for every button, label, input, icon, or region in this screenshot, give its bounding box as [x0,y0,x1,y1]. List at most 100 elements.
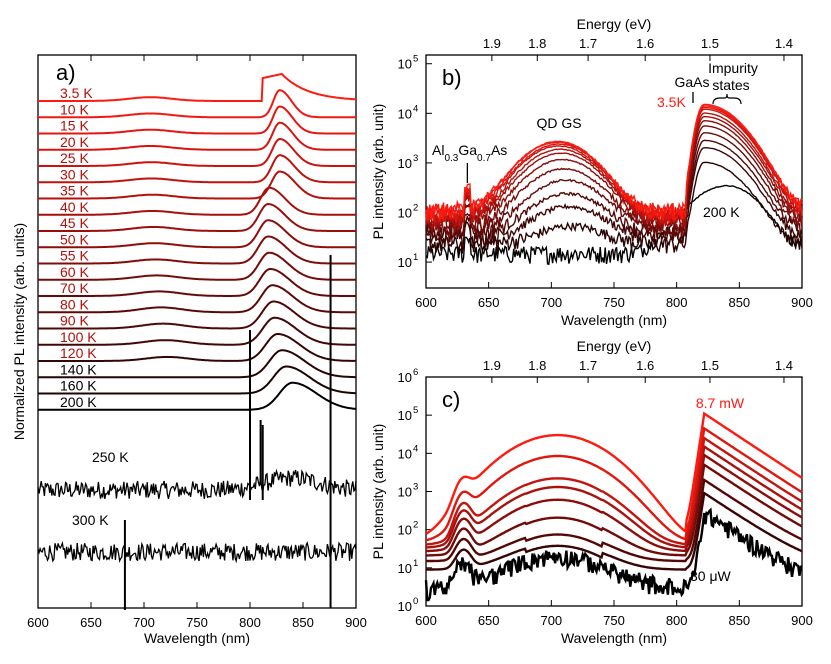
panel-a-noisy-curve [37,468,357,500]
panel-c-curve [425,444,803,549]
panel-b-ytick-label: 10 [398,255,412,270]
algaas-part: Al [432,142,444,158]
algaas-part: 0.3 [444,153,458,164]
panel-a-curve-20K [38,121,356,151]
panel-c-curve [426,462,803,557]
panel-a-curve-35K [38,170,356,200]
panel-a-xtick-label: 900 [345,615,367,630]
panel-c-curve [425,426,803,542]
panel-c-ytick-label: 10 [398,561,412,576]
panel-a-temp-label: 35 K [60,183,89,199]
panel-c-power-high: 8.7 mW [696,395,745,411]
panel-a-xtick-label: 650 [80,615,102,630]
panel-b-ytick-label: 10 [398,106,412,121]
panel-c-ytick-label: 10 [398,408,412,423]
panel-c-ytick-exp: 6 [413,367,418,378]
panel-a-noisy-curve [37,540,357,564]
panel-b-xtick-label: 700 [540,295,562,310]
algaas-part: Ga [458,142,477,158]
panel-a-xtick-label: 700 [133,615,155,630]
panel-b-impurity-label: states [712,77,749,93]
panel-b-ytick-exp: 4 [413,103,418,114]
panel-a-temp-label: 200 K [60,394,97,410]
panel-b-curve [425,116,803,230]
panel-c-top-tick-label: 1.4 [775,358,793,373]
panel-b-algaas-label: Al0.3Ga0.7As [432,142,507,164]
panel-c-top-tick-label: 1.9 [483,358,501,373]
panel-b-impurity-label: Impurity [708,60,758,76]
panel-a-xtick-label: 800 [239,615,261,630]
panel-b-curve [425,119,803,233]
panel-a-curve-15K [38,105,356,135]
panel-c-top-xlabel: Energy (eV) [577,338,652,354]
panel-c-curve [425,436,803,546]
panel-b-ytick-label: 10 [398,205,412,220]
panel-b-gaas-label: GaAs [674,74,709,90]
panel-a-curve-80K [38,284,356,314]
panel-a-curve-100K [38,316,356,346]
panel-c-curve [426,477,803,563]
panel-a-curve-140K [38,349,356,379]
panel-b-curve [425,132,803,240]
panel-c-top-tick-label: 1.5 [701,358,719,373]
panel-b-xtick-label: 750 [603,295,625,310]
panel-b-top-tick-label: 1.5 [701,36,719,51]
panel-c-top-tick-label: 1.6 [636,358,654,373]
panel-b-top-xlabel: Energy (eV) [577,16,652,32]
panel-b-ylabel: PL intensity (arb. unit) [370,104,386,240]
panel-a-xlabel: Wavelength (nm) [144,630,250,646]
panel-a-temp-label: 120 K [60,345,97,361]
panel-b-temp-high: 200 K [703,204,740,220]
panel-c-xtick-label: 600 [415,613,437,628]
panel-a-curve-90K [38,300,356,330]
panel-b-top-tick-label: 1.6 [636,36,654,51]
panel-b-xtick-label: 650 [478,295,500,310]
panel-a-temp-label: 70 K [60,280,89,296]
panel-c-ytick-exp: 3 [413,482,418,493]
panel-c-label: c) [442,387,460,412]
panel-a-temp-label: 90 K [60,313,89,329]
panel-b-curve [425,125,803,238]
panel-a-curve-120K [38,333,357,362]
panel-a-curve-50K [38,219,356,249]
panel-c-ytick-exp: 1 [413,558,418,569]
panel-a: 600 650 700 750 800 850 900 Wavelength (nm) Norm… [11,54,367,646]
panel-c-xlabel: Wavelength (nm) [561,630,667,646]
panel-a-xtick-label: 600 [27,615,49,630]
panel-c-ytick-exp: 4 [413,443,418,454]
panel-c-ytick-label: 10 [398,523,412,538]
panel-a-xtick-label: 850 [292,615,314,630]
panel-a-temp-label: 60 K [60,264,89,280]
panel-a-temp-label: 300 K [72,512,109,528]
panel-b-top-tick-label: 1.8 [528,36,546,51]
panel-b-curve [425,184,803,266]
panel-c-xtick-label: 900 [791,613,813,628]
panel-c-ytick-label: 10 [398,370,412,385]
panel-b-impurity-brace [712,93,742,105]
panel-c-ytick-exp: 2 [413,520,418,531]
panel-a-temp-label: 160 K [60,378,97,394]
panel-c-curve [425,411,803,535]
panel-c-xtick-label: 750 [603,613,625,628]
panel-c-ytick-label: 10 [398,446,412,461]
panel-c-xtick-label: 850 [728,613,750,628]
panel-c-ytick-label: 10 [398,485,412,500]
panel-c-xtick-label: 700 [540,613,562,628]
panel-b-ytick-exp: 2 [413,202,418,213]
panel-a-ylabel: Normalized PL intensity (arb. units) [11,223,27,440]
panel-a-temp-label: 40 K [60,199,89,215]
panel-a-curve-25K [38,137,356,167]
panel-a-curve-200K [38,381,357,411]
panel-b-ytick-label: 10 [398,156,412,171]
panel-a-curve-70K [38,268,356,297]
panel-a-temp-label: 45 K [60,215,89,231]
panel-b-xtick-label: 800 [666,295,688,310]
panel-a-temp-label: 140 K [60,361,97,377]
panel-b-xtick-label: 600 [415,295,437,310]
panel-c-ytick-label: 10 [398,599,412,614]
panel-a-curve-30K [38,154,356,184]
panel-a-curve-160K [38,365,357,395]
panel-a-curve-40K [38,186,356,216]
